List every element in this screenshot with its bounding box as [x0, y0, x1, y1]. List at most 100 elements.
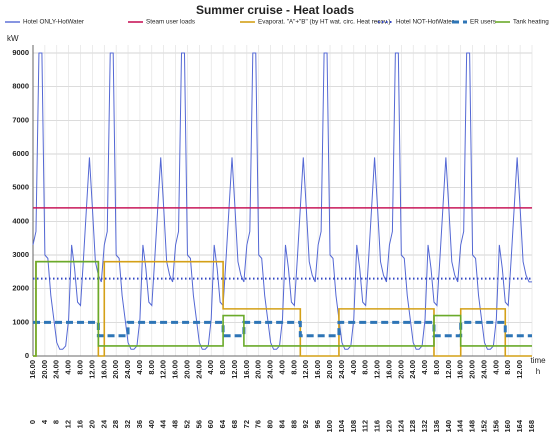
x-time-label: 16.00: [99, 360, 108, 379]
x-tick-label: 28: [111, 420, 120, 428]
x-time-label: 24.00: [52, 360, 61, 379]
x-tick-label: 112: [361, 420, 370, 432]
x-tick-label: 128: [408, 420, 417, 433]
x-time-label: 24.00: [479, 360, 488, 379]
chart-title: Summer cruise - Heat loads: [196, 3, 354, 17]
x-time-label: 16.00: [384, 360, 393, 379]
x-time-label: 4.00: [64, 360, 73, 375]
x-time-label: 24.00: [266, 360, 275, 379]
x-tick-label: 160: [503, 420, 512, 433]
x-time-label: 20.00: [40, 360, 49, 379]
y-tick-label: 2000: [12, 284, 29, 293]
y-tick-label: 4000: [12, 216, 29, 225]
x-time-label: 8.00: [503, 360, 512, 375]
x-tick-label: 4: [40, 419, 49, 424]
x-tick-label: 124: [396, 419, 405, 432]
y-axis-label: kW: [7, 34, 19, 43]
x-time-label: 12.00: [87, 360, 96, 379]
x-tick-label: 120: [384, 420, 393, 433]
x-time-label: 12.00: [159, 360, 168, 379]
x-time-label: 4.00: [349, 360, 358, 375]
x-time-label: 24.00: [194, 360, 203, 379]
x-time-label: 4.00: [491, 360, 500, 375]
x-tick-label: 156: [491, 420, 500, 433]
x-tick-label: 168: [527, 420, 536, 433]
x-time-label: 8.00: [147, 360, 156, 375]
x-tick-label: 16: [76, 420, 85, 428]
x-time-label: 4.00: [277, 360, 286, 375]
legend-label: ER users: [470, 19, 496, 26]
x-time-label: 8.00: [432, 360, 441, 375]
x-tick-label: 76: [254, 420, 263, 428]
x-time-label: 20.00: [111, 360, 120, 379]
x-time-label: 12.00: [444, 360, 453, 379]
x-time-label: 12.00: [373, 360, 382, 379]
x-tick-label: 116: [373, 420, 382, 432]
x-tick-label: 148: [468, 420, 477, 433]
y-tick-label: 0: [25, 351, 29, 360]
x-tick-label: 92: [301, 420, 310, 428]
x-time-label: 12.00: [301, 360, 310, 379]
x-tick-label: 20: [87, 420, 96, 428]
x-time-label: 24.00: [408, 360, 417, 379]
x-time-label: 16.00: [313, 360, 322, 379]
x-tick-label: 84: [277, 419, 286, 428]
legend-label: Evaporat. "A"+"B" (by HT wat. circ. Heat…: [258, 19, 390, 26]
x-time-label: 20.00: [182, 360, 191, 379]
x-tick-label: 12: [64, 420, 73, 428]
y-tick-label: 9000: [12, 48, 29, 57]
x-tick-label: 100: [325, 420, 334, 433]
y-tick-label: 7000: [12, 115, 29, 124]
x-tick-label: 88: [289, 420, 298, 428]
x-time-label: 16.00: [28, 360, 37, 379]
x-time-label: 12.00: [230, 360, 239, 379]
x-time-label: 8.00: [76, 360, 85, 375]
x-tick-label: 68: [230, 420, 239, 428]
x-axis-label: time: [530, 356, 546, 365]
y-tick-label: 5000: [12, 183, 29, 192]
x-tick-label: 136: [432, 420, 441, 433]
x-tick-label: 36: [135, 420, 144, 428]
x-time-label: 20.00: [325, 360, 334, 379]
x-tick-label: 152: [479, 420, 488, 433]
x-time-label: 12.00: [515, 360, 524, 379]
x-time-label: 16.00: [456, 360, 465, 379]
series-line: [33, 260, 532, 357]
y-tick-label: 1000: [12, 317, 29, 326]
x-axis-unit: h: [536, 367, 540, 376]
x-tick-label: 0: [28, 420, 37, 424]
x-tick-label: 44: [159, 419, 168, 428]
x-tick-label: 48: [171, 420, 180, 428]
x-tick-label: 144: [456, 419, 465, 432]
x-time-label: 20.00: [254, 360, 263, 379]
x-tick-label: 80: [266, 420, 275, 428]
x-time-label: 20.00: [396, 360, 405, 379]
x-tick-label: 60: [206, 420, 215, 428]
legend-label: Hotel NOT-HotWater: [396, 19, 454, 26]
x-time-label: 8.00: [218, 360, 227, 375]
x-tick-label: 132: [420, 420, 429, 433]
y-tick-label: 6000: [12, 149, 29, 158]
x-time-label: 4.00: [206, 360, 215, 375]
x-tick-label: 104: [337, 419, 346, 432]
x-time-label: 20.00: [468, 360, 477, 379]
x-tick-label: 56: [194, 420, 203, 428]
x-tick-label: 8: [52, 420, 61, 424]
x-time-label: 8.00: [361, 360, 370, 375]
x-time-label: 24.00: [337, 360, 346, 379]
x-time-label: 4.00: [135, 360, 144, 375]
x-tick-label: 164: [515, 419, 524, 432]
x-time-label: 8.00: [289, 360, 298, 375]
y-tick-label: 8000: [12, 82, 29, 91]
x-time-label: 16.00: [171, 360, 180, 379]
legend-label: Hotel ONLY-HotWater: [23, 19, 84, 26]
y-tick-label: 3000: [12, 250, 29, 259]
x-time-label: 16.00: [242, 360, 251, 379]
x-tick-label: 32: [123, 420, 132, 428]
x-tick-label: 52: [182, 420, 191, 428]
legend-label: Tank heating: [513, 19, 549, 26]
x-tick-label: 24: [99, 419, 108, 428]
x-tick-label: 96: [313, 420, 322, 428]
x-tick-label: 72: [242, 420, 251, 428]
